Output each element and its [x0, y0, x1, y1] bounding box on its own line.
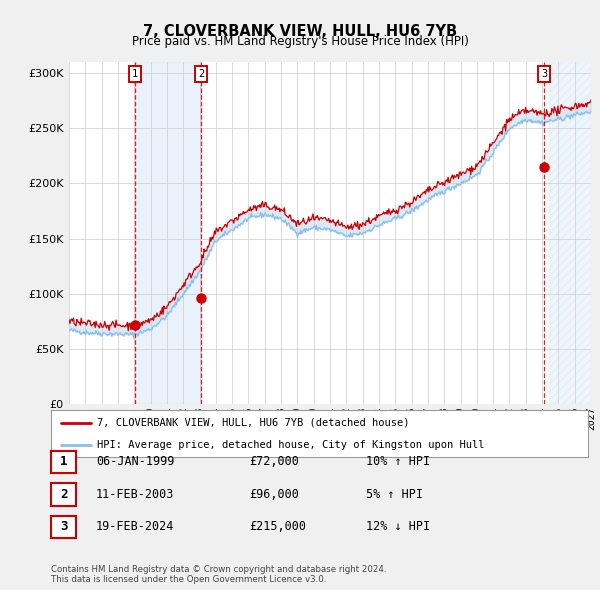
- Text: 1: 1: [131, 69, 138, 79]
- Text: £96,000: £96,000: [249, 488, 299, 501]
- Text: 5% ↑ HPI: 5% ↑ HPI: [366, 488, 423, 501]
- Text: 3: 3: [541, 69, 547, 79]
- Text: Contains HM Land Registry data © Crown copyright and database right 2024.: Contains HM Land Registry data © Crown c…: [51, 565, 386, 574]
- Text: 7, CLOVERBANK VIEW, HULL, HU6 7YB (detached house): 7, CLOVERBANK VIEW, HULL, HU6 7YB (detac…: [97, 418, 409, 428]
- Text: 2: 2: [199, 69, 205, 79]
- Text: This data is licensed under the Open Government Licence v3.0.: This data is licensed under the Open Gov…: [51, 575, 326, 584]
- Text: 7, CLOVERBANK VIEW, HULL, HU6 7YB: 7, CLOVERBANK VIEW, HULL, HU6 7YB: [143, 24, 457, 38]
- Bar: [135, 62, 202, 404]
- Text: £215,000: £215,000: [249, 520, 306, 533]
- Text: 3: 3: [60, 520, 67, 533]
- Text: 11-FEB-2003: 11-FEB-2003: [96, 488, 175, 501]
- Text: 1: 1: [60, 455, 67, 468]
- Text: £72,000: £72,000: [249, 455, 299, 468]
- Text: Price paid vs. HM Land Registry's House Price Index (HPI): Price paid vs. HM Land Registry's House …: [131, 35, 469, 48]
- Text: 12% ↓ HPI: 12% ↓ HPI: [366, 520, 430, 533]
- Text: HPI: Average price, detached house, City of Kingston upon Hull: HPI: Average price, detached house, City…: [97, 440, 484, 450]
- Text: 06-JAN-1999: 06-JAN-1999: [96, 455, 175, 468]
- Text: 10% ↑ HPI: 10% ↑ HPI: [366, 455, 430, 468]
- Text: 19-FEB-2024: 19-FEB-2024: [96, 520, 175, 533]
- Text: 2: 2: [60, 488, 67, 501]
